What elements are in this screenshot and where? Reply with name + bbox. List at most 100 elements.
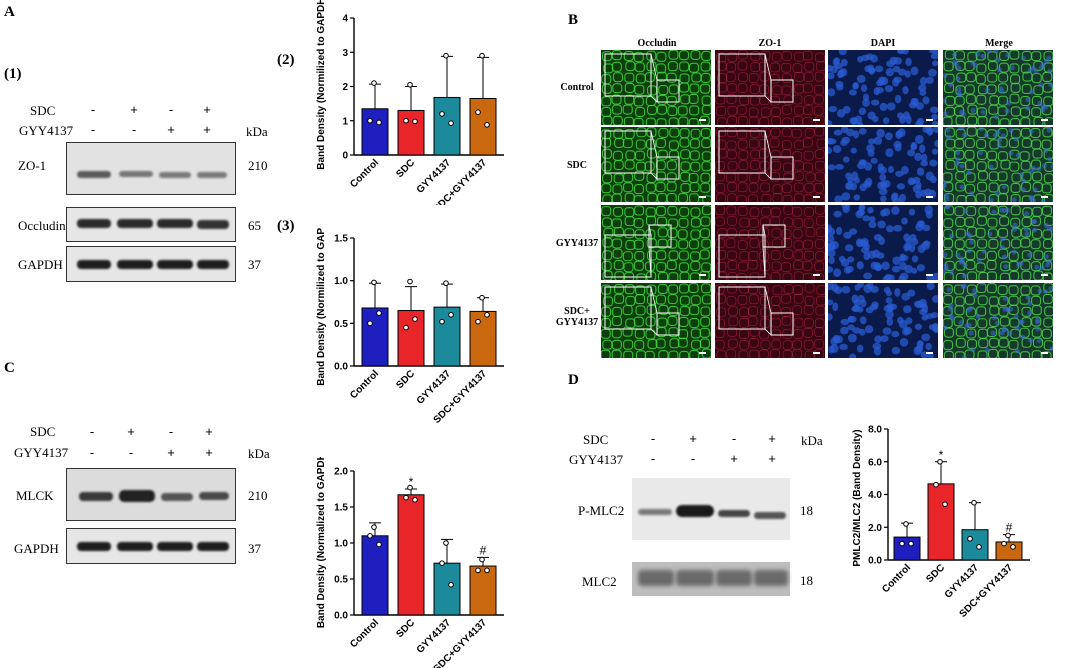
treatment-label-gyy4137: GYY4137 xyxy=(569,452,624,467)
kda-label: kDa xyxy=(248,446,270,461)
y-tick-label: 4.0 xyxy=(868,490,882,501)
bar xyxy=(397,109,425,156)
bar xyxy=(433,562,461,616)
y-tick-label: 0.0 xyxy=(868,556,882,567)
y-tick-label: 2.0 xyxy=(868,523,882,534)
sign: + xyxy=(205,424,213,439)
sign: - xyxy=(731,431,737,446)
band-label-mlck: MLCK xyxy=(16,488,54,503)
band-label-gapdh: GAPDH xyxy=(18,257,63,272)
micrograph-dapi xyxy=(828,283,938,358)
row-label-gyy4137: GYY4137 xyxy=(555,238,599,249)
data-point xyxy=(937,458,943,465)
y-tick-label: 1.0 xyxy=(334,276,348,287)
micrograph-zo1 xyxy=(715,127,825,202)
data-point xyxy=(479,556,485,563)
data-point xyxy=(903,521,909,527)
data-point xyxy=(448,120,454,126)
sign: - xyxy=(90,102,96,117)
y-axis-label: Band Density (Normilized to GAPDH) xyxy=(316,228,327,386)
x-tick-label: SDC xyxy=(394,157,417,180)
data-point xyxy=(484,122,490,128)
micrograph-occludin xyxy=(601,205,711,280)
y-tick-label: 1.5 xyxy=(334,503,348,514)
sign: + xyxy=(768,431,776,446)
data-point xyxy=(407,81,413,88)
band-label-p-mlc2: P-MLC2 xyxy=(578,503,625,518)
x-tick-label: Control xyxy=(348,368,381,401)
sign: - xyxy=(650,451,656,466)
bar-chart-a3: Band Density (Normilized to GAPDH) 0.0 0.… xyxy=(316,228,504,426)
data-point xyxy=(403,117,409,124)
data-point xyxy=(412,316,418,322)
bar xyxy=(927,483,955,561)
bar xyxy=(469,565,497,616)
bar-chart-d: PMLC2/MLC2 (Band Density) 0.0 2.0 4.0 6.0 8.… xyxy=(852,425,1030,620)
panel-label-b: B xyxy=(568,12,579,28)
bar xyxy=(433,96,461,156)
band-label-occludin: Occludin xyxy=(18,218,66,233)
sign: - xyxy=(650,431,656,446)
micrograph-dapi xyxy=(828,50,938,125)
band-label-gapdh: GAPDH xyxy=(14,541,59,556)
column-header-occludin: Occludin xyxy=(637,38,677,49)
significance-mark: * xyxy=(409,475,414,489)
blot-occludin xyxy=(66,207,236,242)
data-point xyxy=(412,497,418,503)
micrograph-zo1 xyxy=(715,205,825,280)
sign: - xyxy=(89,424,95,439)
micrograph-dapi xyxy=(828,205,938,280)
data-point xyxy=(1010,544,1016,550)
sign: + xyxy=(203,102,211,117)
micrograph-occludin xyxy=(601,127,711,202)
kda-value: 210 xyxy=(248,488,268,503)
sign: - xyxy=(90,122,96,137)
sign: - xyxy=(168,424,174,439)
sign: - xyxy=(690,451,696,466)
micrograph-zo1 xyxy=(715,50,825,125)
y-tick-label: 1.5 xyxy=(334,234,348,245)
data-point xyxy=(443,52,449,59)
data-point xyxy=(376,119,382,126)
sign: + xyxy=(730,451,738,466)
data-point xyxy=(439,560,445,566)
bar xyxy=(397,494,425,616)
y-tick-label: 0.0 xyxy=(334,362,348,373)
row-label-sdc-gyy4137: SDC+ GYY4137 xyxy=(555,306,599,328)
blot-gapdh xyxy=(66,246,236,282)
bar-chart-c: Band Density (Normalized to GAPDH) 0.0 0.… xyxy=(316,457,504,668)
data-point xyxy=(376,541,382,548)
blot-gapdh xyxy=(66,528,236,564)
kda-value: 37 xyxy=(248,257,261,272)
sign: + xyxy=(689,431,697,446)
y-tick-label: 6.0 xyxy=(868,457,882,468)
y-tick-label: 1.0 xyxy=(334,539,348,550)
treatment-label-sdc: SDC xyxy=(30,103,56,118)
bar xyxy=(961,529,989,561)
sign: - xyxy=(128,445,134,460)
data-point xyxy=(407,278,413,285)
column-header-zo1: ZO-1 xyxy=(758,38,782,49)
band-label-mlc2: MLC2 xyxy=(582,574,617,589)
panel-label-d: D xyxy=(568,372,579,388)
data-point xyxy=(443,280,449,287)
subpanel-label-a3: (3) xyxy=(277,218,295,234)
blot-p-mlc2 xyxy=(632,478,790,540)
blot-mlc2 xyxy=(632,562,790,596)
sign: + xyxy=(167,445,175,460)
data-point xyxy=(443,540,449,546)
sign: + xyxy=(205,445,213,460)
column-header-merge: Merge xyxy=(985,38,1013,49)
data-point xyxy=(484,567,490,574)
bar-chart-a2: Band Density (Normilized to GAPDH) 0 1 2 3 4… xyxy=(316,0,504,205)
kda-value: 18 xyxy=(800,503,813,518)
y-tick-label: 2.0 xyxy=(334,467,348,478)
bar xyxy=(361,307,389,367)
data-point xyxy=(371,80,377,86)
bar xyxy=(361,108,389,156)
bar xyxy=(893,536,921,561)
kda-value: 37 xyxy=(248,541,261,556)
data-point xyxy=(971,499,977,506)
x-tick-label: SDC xyxy=(924,562,947,585)
significance-mark: # xyxy=(480,543,487,557)
